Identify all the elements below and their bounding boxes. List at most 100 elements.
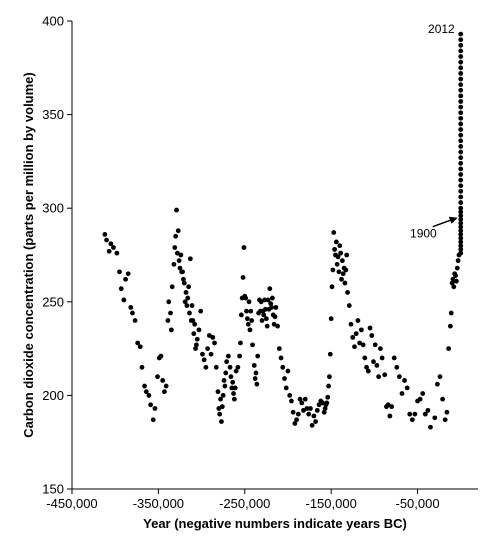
data-point xyxy=(458,93,464,99)
data-point xyxy=(446,346,452,351)
data-point xyxy=(458,213,464,219)
data-point xyxy=(458,76,464,82)
data-point xyxy=(263,316,269,322)
data-point xyxy=(238,340,243,346)
data-point xyxy=(458,99,464,104)
data-point xyxy=(121,297,127,303)
data-point xyxy=(333,239,339,245)
data-point xyxy=(233,368,239,374)
data-point xyxy=(108,241,114,247)
data-point xyxy=(435,381,440,387)
data-point xyxy=(185,295,191,301)
data-point xyxy=(458,37,464,43)
data-point xyxy=(123,276,128,282)
data-point xyxy=(183,290,189,295)
data-point xyxy=(152,406,158,411)
data-point xyxy=(189,303,195,308)
data-point xyxy=(444,409,450,415)
data-point xyxy=(313,419,318,425)
data-point xyxy=(201,357,207,363)
data-point xyxy=(324,400,330,406)
data-point xyxy=(344,252,350,258)
data-point xyxy=(187,256,193,262)
data-point xyxy=(358,327,364,333)
data-point xyxy=(458,235,464,241)
data-point xyxy=(458,87,464,93)
data-point xyxy=(245,321,251,327)
data-point xyxy=(155,374,160,380)
data-point xyxy=(248,308,254,314)
data-point xyxy=(454,278,459,284)
data-point xyxy=(208,351,214,357)
data-point xyxy=(458,194,464,200)
data-point xyxy=(230,379,236,385)
data-point xyxy=(263,306,268,312)
annotation-1900-arrow-head xyxy=(448,216,458,224)
data-point xyxy=(308,406,313,411)
data-point xyxy=(458,104,464,110)
data-point xyxy=(249,318,255,323)
y-tick-label: 250 xyxy=(42,294,64,309)
data-point xyxy=(458,177,464,183)
x-tick-label: -250,000 xyxy=(219,496,270,511)
data-point xyxy=(163,383,169,389)
data-point xyxy=(102,232,108,237)
data-point xyxy=(458,115,464,121)
data-point xyxy=(299,400,305,406)
data-point xyxy=(220,393,226,398)
data-point xyxy=(453,273,458,278)
data-point xyxy=(309,422,315,428)
data-point xyxy=(196,327,202,333)
data-point xyxy=(241,245,247,250)
data-point xyxy=(292,421,298,426)
data-point xyxy=(213,364,219,370)
data-point xyxy=(178,252,184,258)
data-point xyxy=(253,370,259,376)
data-point xyxy=(332,246,338,252)
data-point xyxy=(422,411,428,417)
data-point xyxy=(399,391,405,396)
data-point xyxy=(458,209,464,215)
y-tick-label: 200 xyxy=(42,388,64,403)
data-point xyxy=(219,419,224,425)
data-point xyxy=(193,342,199,348)
data-point xyxy=(314,407,320,413)
data-point xyxy=(181,280,187,286)
data-point xyxy=(382,372,388,378)
data-point xyxy=(272,314,278,320)
data-point xyxy=(458,220,464,226)
data-point xyxy=(345,290,350,295)
data-point xyxy=(458,54,464,59)
data-point xyxy=(194,336,200,342)
data-point xyxy=(174,207,179,213)
data-point xyxy=(182,299,188,305)
data-point xyxy=(458,155,464,161)
data-point xyxy=(169,284,175,290)
data-point xyxy=(217,411,223,417)
data-point xyxy=(267,286,273,292)
data-point xyxy=(409,417,415,423)
data-point xyxy=(458,31,464,37)
data-point xyxy=(337,243,343,249)
data-point xyxy=(437,374,443,380)
data-point xyxy=(407,411,413,417)
data-point xyxy=(376,374,382,380)
data-point xyxy=(132,318,138,323)
x-tick-label: -150,000 xyxy=(305,496,356,511)
data-point xyxy=(130,310,135,316)
x-tick-label: -50,000 xyxy=(395,496,439,511)
data-point xyxy=(295,411,301,417)
data-point xyxy=(458,65,464,71)
data-point xyxy=(251,363,257,368)
data-point xyxy=(240,275,246,280)
data-point xyxy=(173,233,179,239)
data-point xyxy=(255,353,261,359)
data-point xyxy=(198,308,204,314)
data-point xyxy=(350,334,356,340)
data-point xyxy=(458,243,464,249)
x-tick-label: -450,000 xyxy=(46,496,97,511)
data-point xyxy=(458,110,464,116)
data-point xyxy=(458,200,464,205)
data-point xyxy=(417,396,423,402)
data-point xyxy=(250,342,255,348)
